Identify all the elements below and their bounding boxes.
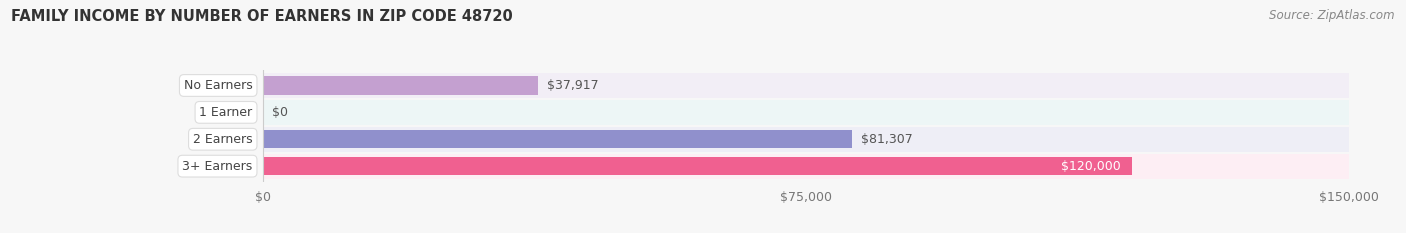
Bar [263,76,538,95]
Text: $37,917: $37,917 [547,79,598,92]
Text: 1 Earner: 1 Earner [200,106,253,119]
Text: FAMILY INCOME BY NUMBER OF EARNERS IN ZIP CODE 48720: FAMILY INCOME BY NUMBER OF EARNERS IN ZI… [11,9,513,24]
Bar [263,73,1350,98]
Bar [263,100,1350,125]
Text: 2 Earners: 2 Earners [193,133,253,146]
Text: $120,000: $120,000 [1062,160,1121,173]
Text: No Earners: No Earners [184,79,253,92]
Bar [263,154,1350,178]
Bar [263,130,852,148]
Text: $81,307: $81,307 [860,133,912,146]
Text: 3+ Earners: 3+ Earners [183,160,253,173]
Text: $0: $0 [273,106,288,119]
Text: Source: ZipAtlas.com: Source: ZipAtlas.com [1270,9,1395,22]
Bar [263,157,1132,175]
Bar [263,127,1350,152]
